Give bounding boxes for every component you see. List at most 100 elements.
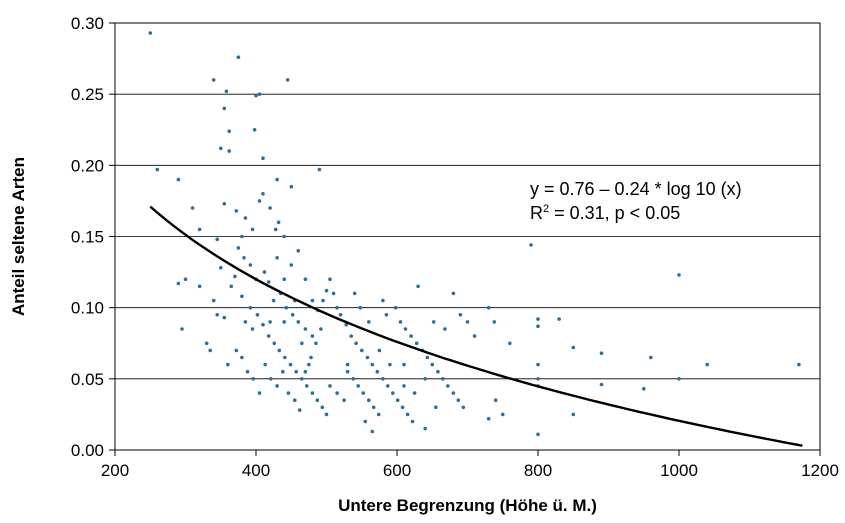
data-point [487, 306, 491, 310]
data-point [356, 384, 360, 388]
data-point [391, 391, 395, 395]
data-point [431, 363, 435, 367]
data-point [249, 263, 253, 267]
x-tick-label: 1000 [660, 461, 698, 480]
data-point [240, 235, 244, 239]
data-point [352, 377, 356, 381]
data-point [335, 391, 339, 395]
data-point [487, 417, 491, 421]
data-point [237, 246, 241, 250]
data-point [401, 406, 405, 410]
data-point [258, 92, 262, 96]
data-point [406, 413, 410, 417]
data-point [416, 285, 420, 289]
data-point [600, 383, 604, 387]
data-point [600, 351, 604, 355]
fit-statistics: R2 = 0.31, p < 0.05 [530, 203, 680, 223]
r-squared-symbol: R [530, 203, 543, 223]
data-point [462, 406, 466, 410]
data-point [501, 413, 505, 417]
y-axis-title: Anteil seltene Arten [9, 157, 28, 316]
data-point [240, 356, 244, 360]
data-point [367, 398, 371, 402]
data-point [402, 363, 406, 367]
data-point [226, 363, 230, 367]
data-point [529, 243, 533, 247]
data-point [346, 370, 350, 374]
data-point [223, 316, 227, 320]
r-squared-value: = 0.31, p < 0.05 [549, 203, 680, 223]
data-point [297, 249, 301, 253]
data-point [149, 31, 153, 35]
data-point [325, 289, 329, 293]
data-point [244, 320, 248, 324]
data-point [269, 377, 273, 381]
x-tick-label: 400 [242, 461, 270, 480]
data-point [258, 199, 262, 203]
data-point [293, 398, 297, 402]
x-tick-label: 1200 [801, 461, 839, 480]
data-point [642, 387, 646, 391]
data-point [282, 235, 286, 239]
regression-curve [150, 207, 802, 446]
data-point [300, 377, 304, 381]
data-point [434, 406, 438, 410]
data-point [277, 221, 281, 225]
y-tick-label: 0.30 [71, 14, 104, 33]
data-point [294, 370, 298, 374]
data-point [415, 342, 419, 346]
data-point [321, 299, 325, 303]
data-point [366, 356, 370, 360]
data-point [263, 270, 267, 274]
data-point [177, 178, 181, 182]
data-point [385, 313, 389, 317]
data-point [508, 342, 512, 346]
data-point [251, 377, 255, 381]
data-point [278, 349, 282, 353]
data-point [275, 384, 279, 388]
data-point [268, 320, 272, 324]
data-point [446, 384, 450, 388]
data-point [364, 420, 368, 424]
data-point [180, 327, 184, 331]
data-point [251, 228, 255, 232]
data-point [227, 129, 231, 133]
data-point [291, 313, 295, 317]
data-point [346, 363, 350, 367]
data-point [177, 282, 181, 286]
data-point [372, 406, 376, 410]
data-point [443, 327, 447, 331]
data-point [230, 285, 234, 289]
data-point [452, 292, 456, 296]
data-point [283, 356, 287, 360]
data-point [339, 313, 343, 317]
data-point [705, 363, 709, 367]
data-point [251, 327, 255, 331]
data-point [223, 202, 227, 206]
data-point [376, 370, 380, 374]
data-point [349, 334, 353, 338]
data-point [572, 346, 576, 350]
data-point [354, 342, 358, 346]
data-point [205, 342, 209, 346]
data-point [198, 228, 202, 232]
data-point [426, 356, 430, 360]
data-point [272, 299, 276, 303]
data-point [318, 168, 322, 172]
data-point [399, 320, 403, 324]
y-tick-label: 0.00 [71, 441, 104, 460]
data-point [572, 413, 576, 417]
data-point [432, 320, 436, 324]
data-point [536, 377, 540, 381]
data-point [256, 313, 260, 317]
data-point [244, 216, 248, 220]
data-point [263, 363, 267, 367]
data-point [325, 413, 329, 417]
data-point [311, 299, 315, 303]
data-point [261, 323, 265, 327]
data-point [254, 94, 258, 98]
data-point [253, 128, 257, 132]
data-point [223, 107, 227, 111]
data-point [371, 430, 375, 434]
data-point [677, 273, 681, 277]
